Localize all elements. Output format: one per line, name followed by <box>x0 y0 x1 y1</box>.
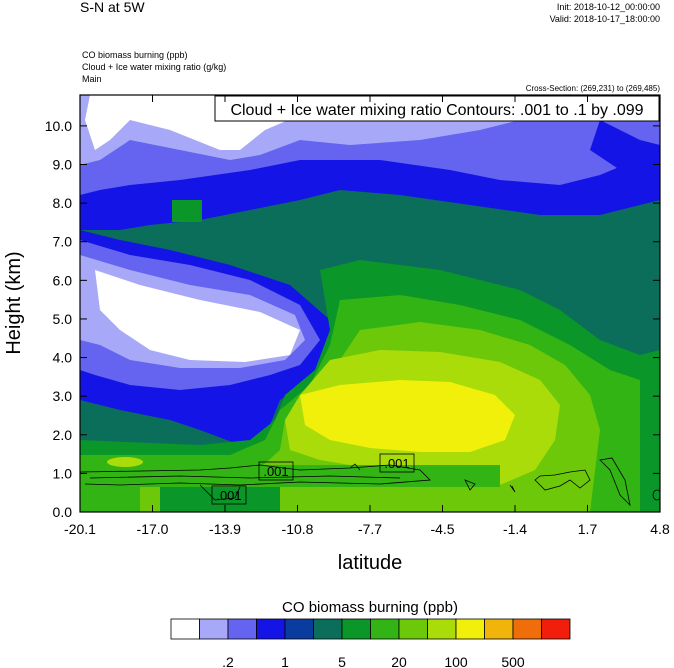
x-tick-label: -17.0 <box>137 521 169 537</box>
contour-label-box <box>379 453 415 473</box>
contour-label-box <box>211 485 247 505</box>
contour-label-box <box>258 461 294 481</box>
y-axis: 0.0 1.0 2.0 3.0 4.0 5.0 6.0 7.0 8.0 9.0 10.0 <box>45 118 660 520</box>
band-blue-topright <box>590 120 660 175</box>
band-yellow <box>300 380 515 452</box>
colorbar <box>170 618 571 640</box>
band-lowlevel <box>80 465 500 487</box>
colorbar-label: 100 <box>444 654 468 668</box>
x-tick-label: -4.5 <box>430 521 454 537</box>
x-tick-label: -1.4 <box>503 521 527 537</box>
colorbar-title: CO biomass burning (ppb) <box>282 599 458 616</box>
colorbar-labels: .2 1 5 20 100 500 <box>222 654 525 668</box>
x-tick-label: -7.7 <box>358 521 382 537</box>
cross-section-label: Cross-Section: (269,231) to (269,485) <box>526 84 661 93</box>
field-label-cloud: Cloud + Ice water mixing ratio (g/kg) <box>82 62 226 72</box>
colorbar-swatch <box>341 618 371 640</box>
y-tick-label: 6.0 <box>53 272 73 288</box>
contour-label-text: .001 <box>384 456 409 471</box>
band-white-left <box>95 270 300 362</box>
x-tick-label: -10.8 <box>282 521 314 537</box>
init-time: Init: 2018-10-12_00:00:00 <box>557 2 660 12</box>
colorbar-swatch <box>455 618 485 640</box>
y-tick-label: 2.0 <box>53 427 73 443</box>
y-tick-label: 10.0 <box>45 118 72 134</box>
colorbar-swatch <box>541 618 571 640</box>
colorbar-label: 500 <box>501 654 525 668</box>
contour-info-box <box>214 95 660 122</box>
y-tick-label: 7.0 <box>53 234 73 250</box>
y-tick-label: 9.0 <box>53 157 73 173</box>
y-tick-label: 1.0 <box>53 465 73 481</box>
y-axis-label: Height (km) <box>3 251 25 354</box>
contour-info-text: Cloud + Ice water mixing ratio Contours:… <box>230 102 643 119</box>
x-tick-label: 1.7 <box>578 521 598 537</box>
contour-label-3: .001 <box>211 485 247 505</box>
colorbar-label: 20 <box>391 654 407 668</box>
colorbar-swatch <box>256 618 286 640</box>
y-tick-label: 8.0 <box>53 195 73 211</box>
contour-label-text: .001 <box>263 464 288 479</box>
x-axis-label: latitude <box>338 552 403 574</box>
colorbar-label: 5 <box>338 654 346 668</box>
colorbar-swatch <box>227 618 257 640</box>
colorbar-label: 1 <box>281 654 289 668</box>
colorbar-swatch <box>199 618 229 640</box>
colorbar-swatch <box>484 618 514 640</box>
colorbar-swatch <box>427 618 457 640</box>
field-label-co: CO biomass burning (ppb) <box>82 50 188 60</box>
y-tick-label: 3.0 <box>53 388 73 404</box>
y-tick-label: 4.0 <box>53 350 73 366</box>
x-tick-label: 4.8 <box>650 521 670 537</box>
colorbar-swatch <box>398 618 428 640</box>
contour-label-text: .001 <box>216 488 241 503</box>
chart-title: S-N at 5W <box>80 0 145 15</box>
x-tick-label: -13.9 <box>209 521 241 537</box>
colorbar-swatch <box>284 618 314 640</box>
x-tick-label: -20.1 <box>64 521 96 537</box>
x-axis: -20.1 -17.0 -13.9 -10.8 -7.7 -4.5 -1.4 1.7 4.8 <box>64 95 670 537</box>
valid-time: Valid: 2018-10-17_18:00:00 <box>550 14 660 24</box>
band-green-patch <box>172 200 202 222</box>
heatmap-field <box>80 95 660 512</box>
colorbar-swatch <box>170 618 200 640</box>
colorbar-swatch <box>512 618 542 640</box>
y-tick-label: 0.0 <box>53 504 73 520</box>
band-lowlevel-lime <box>107 457 143 467</box>
colorbar-swatch <box>313 618 343 640</box>
colorbar-label: .2 <box>222 654 234 668</box>
cloud-contours <box>80 457 660 507</box>
y-tick-label: 5.0 <box>53 311 73 327</box>
contour-label-1: .001 <box>258 461 294 481</box>
field-label-main: Main <box>82 74 102 84</box>
contour-label-2: .001 <box>379 453 415 473</box>
colorbar-swatch <box>370 618 400 640</box>
